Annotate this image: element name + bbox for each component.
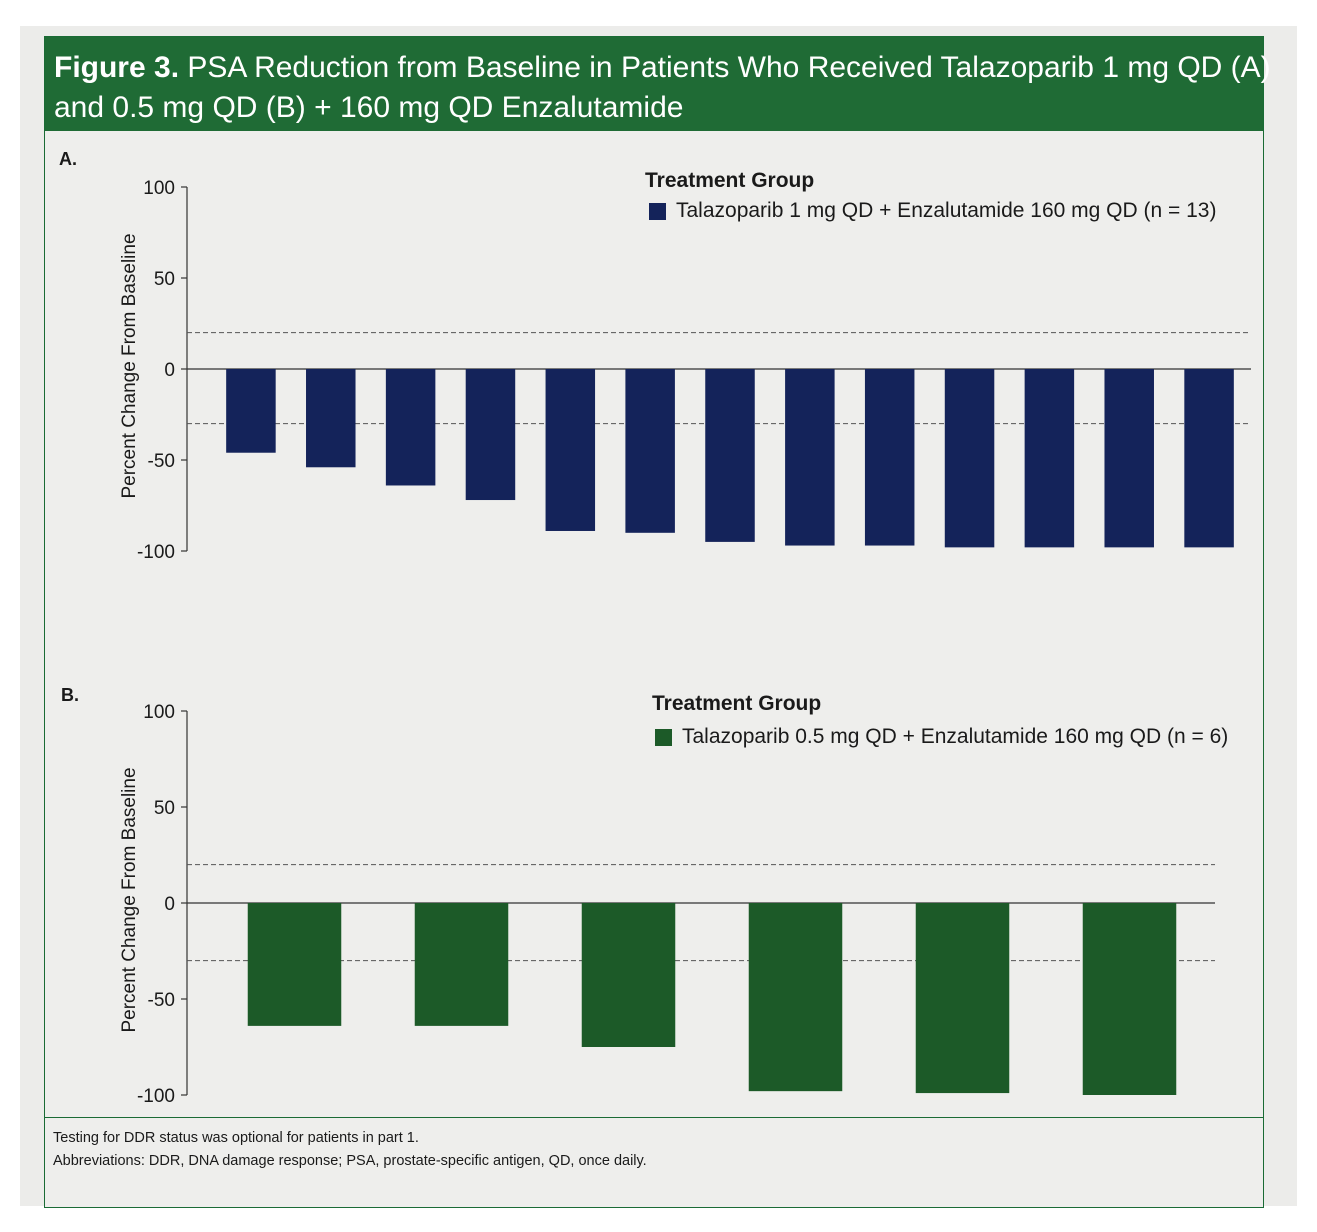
panel-b-legend-item: Talazoparib 0.5 mg QD + Enzalutamide 160… bbox=[655, 725, 1228, 749]
footnote-ddr: Testing for DDR status was optional for … bbox=[53, 1130, 419, 1146]
panel-a-bar bbox=[785, 369, 835, 546]
panel-b-bar bbox=[915, 903, 1010, 1094]
panel-a-bar bbox=[705, 369, 755, 542]
panel-b-bar bbox=[414, 903, 509, 1026]
panel-a-bar bbox=[465, 369, 516, 501]
panel-a-bar bbox=[306, 369, 356, 468]
panel-b-y-tick-label: -50 bbox=[148, 990, 175, 1011]
panel-a-bar bbox=[226, 369, 276, 453]
panel-b-bar bbox=[247, 903, 342, 1026]
panel-b-bar bbox=[748, 903, 843, 1092]
panel-a-bar bbox=[545, 369, 596, 531]
panel-a-y-tick-label: -100 bbox=[137, 542, 175, 563]
figure-panel: Figure 3. PSA Reduction from Baseline in… bbox=[44, 36, 1271, 1208]
panel-a-chart: 100 50 0 -50 -100 bbox=[137, 178, 1251, 563]
panel-a-label: A. bbox=[59, 149, 77, 169]
panel-a-bar bbox=[385, 369, 436, 486]
panel-a-y-tick-label: 100 bbox=[143, 178, 175, 199]
figure-title-line1: Figure 3. PSA Reduction from Baseline in… bbox=[54, 51, 1271, 85]
panel-a-y-tick-label: 50 bbox=[154, 269, 175, 290]
panel-a-bar bbox=[864, 369, 915, 546]
panel-a-y-tick-label: -50 bbox=[148, 451, 175, 472]
panel-b-y-tick-label: 100 bbox=[143, 702, 175, 723]
figure-number: Figure 3. bbox=[54, 51, 180, 84]
figure-title-text: PSA Reduction from Baseline in Patients … bbox=[187, 51, 1271, 84]
panel-a-legend-item: Talazoparib 1 mg QD + Enzalutamide 160 m… bbox=[649, 199, 1216, 223]
panel-b-chart: 100 50 0 -50 -100 bbox=[137, 702, 1215, 1107]
panel-b-y-tick-label: 0 bbox=[164, 894, 175, 915]
panel-b-label: B. bbox=[61, 685, 79, 705]
panel-a-legend-label: Talazoparib 1 mg QD + Enzalutamide 160 m… bbox=[676, 199, 1217, 222]
footer-divider bbox=[45, 1117, 1263, 1118]
panel-b-bar bbox=[581, 903, 676, 1047]
figure-title-line2: and 0.5 mg QD (B) + 160 mg QD Enzalutami… bbox=[54, 91, 684, 124]
panel-b-y-tick-label: -100 bbox=[137, 1086, 175, 1107]
panel-b-legend-label: Talazoparib 0.5 mg QD + Enzalutamide 160… bbox=[682, 725, 1229, 748]
panel-a-bar bbox=[944, 369, 995, 548]
panel-a-bar bbox=[1104, 369, 1154, 548]
panel-b-bar bbox=[1082, 903, 1177, 1095]
panel-a-legend-title: Treatment Group bbox=[645, 169, 815, 192]
panel-b-y-tick-label: 50 bbox=[154, 798, 175, 819]
footnote-abbreviations: Abbreviations: DDR, DNA damage response;… bbox=[53, 1153, 647, 1169]
figure-title-banner: Figure 3. PSA Reduction from Baseline in… bbox=[45, 37, 1271, 131]
panel-b-legend-title: Treatment Group bbox=[652, 692, 822, 715]
panel-a-y-tick-label: 0 bbox=[164, 360, 175, 381]
panel-a-legend-swatch bbox=[649, 202, 666, 220]
panel-a-bar bbox=[625, 369, 675, 533]
panel-a-bar bbox=[1024, 369, 1075, 548]
panel-b-legend-swatch bbox=[655, 728, 672, 746]
panel-a-bar bbox=[1184, 369, 1234, 548]
